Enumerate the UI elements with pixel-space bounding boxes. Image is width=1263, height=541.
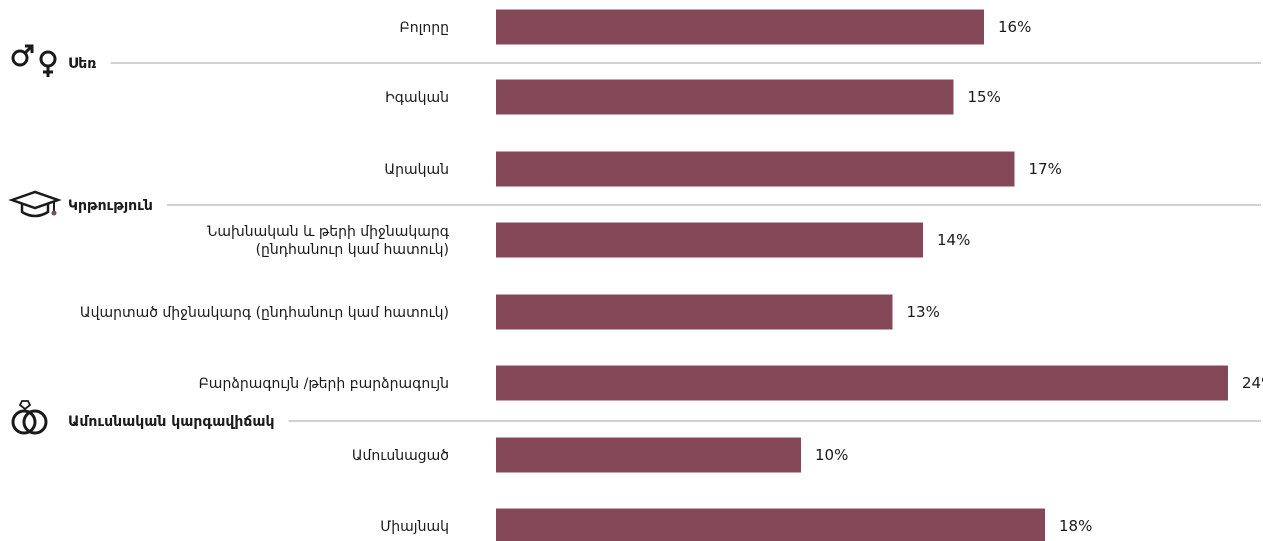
bar-row: Իգական 15% bbox=[385, 79, 1001, 115]
bar bbox=[496, 365, 1228, 401]
bar-rows: Բոլորը 16% Իգական 15% Արական 17% Նախնական և թե… bbox=[80, 9, 1263, 541]
bar-row: Բոլորը 16% bbox=[399, 9, 1031, 45]
bar-row: Բարձրագույն /թերի բարձրագույն 24% bbox=[199, 365, 1263, 401]
category-label: Ավարտած միջնակարգ (ընդհանուր կամ հատուկ) bbox=[80, 305, 449, 321]
data-label: 18% bbox=[1059, 517, 1092, 535]
bar bbox=[496, 222, 923, 258]
data-label: 16% bbox=[998, 18, 1031, 36]
category-label: Միայնակ bbox=[380, 519, 449, 535]
category-label: Իգական bbox=[385, 90, 449, 106]
category-label: Բոլորը bbox=[399, 20, 449, 36]
data-label: 17% bbox=[1029, 160, 1062, 178]
bar-row: Ամուսնացած 10% bbox=[352, 437, 848, 473]
bar bbox=[496, 437, 801, 473]
bar bbox=[496, 151, 1015, 187]
gender-icon bbox=[11, 44, 57, 77]
category-label: (ընդհանուր կամ հատուկ) bbox=[256, 242, 449, 258]
section-headers: Սեռ Կրթություն Ամուսնական կարգավիճակ bbox=[68, 56, 1261, 430]
data-label: 10% bbox=[815, 446, 848, 464]
wedding-rings-icon bbox=[11, 400, 48, 435]
category-label: Արական bbox=[384, 162, 449, 178]
section-label: Ամուսնական կարգավիճակ bbox=[68, 414, 274, 430]
bar-row: Ավարտած միջնակարգ (ընդհանուր կամ հատուկ)… bbox=[80, 294, 940, 330]
data-label: 15% bbox=[968, 88, 1001, 106]
bar bbox=[496, 9, 984, 45]
bar bbox=[496, 79, 954, 115]
graduation-cap-icon bbox=[8, 190, 62, 218]
bar bbox=[496, 294, 893, 330]
category-label: Բարձրագույն /թերի բարձրագույն bbox=[199, 376, 449, 392]
bar-row: Նախնական և թերի միջնակարգ (ընդհանուր կամ … bbox=[207, 222, 970, 258]
bar-row: Միայնակ 18% bbox=[380, 508, 1092, 541]
section-label: Սեռ bbox=[68, 56, 97, 72]
data-label: 14% bbox=[937, 231, 970, 249]
data-label: 24% bbox=[1242, 374, 1263, 392]
section-label: Կրթություն bbox=[68, 198, 153, 214]
bar-row: Արական 17% bbox=[384, 151, 1062, 187]
category-label: Ամուսնացած bbox=[352, 448, 449, 464]
data-label: 13% bbox=[907, 303, 940, 321]
bar bbox=[496, 508, 1045, 541]
category-label: Նախնական և թերի միջնակարգ bbox=[207, 224, 450, 240]
